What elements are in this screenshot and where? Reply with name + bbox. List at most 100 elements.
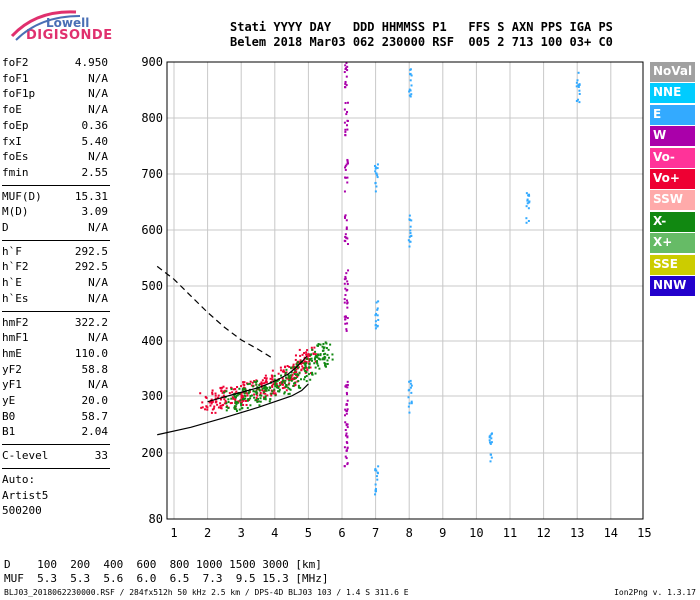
y-tick-label: 400 xyxy=(141,334,163,348)
echo-point xyxy=(287,376,290,379)
echo-point xyxy=(305,371,308,374)
echo-point xyxy=(288,379,291,382)
echo-point xyxy=(263,377,266,380)
echo-point xyxy=(249,404,252,407)
echo-point xyxy=(576,79,579,82)
echo-point xyxy=(303,361,306,364)
echo-point xyxy=(310,357,313,360)
echo-point xyxy=(240,399,243,402)
echo-point xyxy=(288,387,291,390)
echo-point xyxy=(248,382,251,385)
echo-point xyxy=(346,399,349,402)
x-tick-label: 14 xyxy=(604,526,618,540)
echo-point xyxy=(345,384,348,387)
echo-point xyxy=(345,432,348,435)
param-row-hme: hmE 110.0 xyxy=(2,347,108,361)
legend-item-vo-: Vo+ xyxy=(650,168,695,189)
echo-point xyxy=(323,355,326,358)
echo-point xyxy=(314,355,317,358)
echo-point xyxy=(264,396,267,399)
ionogram-plot: 1 2 3 4 5 6 7 8 9 10 11 12 13 14 158020030040050060070… xyxy=(141,55,651,540)
echo-point xyxy=(375,475,378,478)
echo-point xyxy=(313,346,316,349)
echo-point xyxy=(255,387,258,390)
echo-point xyxy=(263,386,266,389)
echo-point xyxy=(343,298,346,301)
param-value: 2.55 xyxy=(81,165,109,179)
echo-point xyxy=(253,396,256,399)
echo-point xyxy=(285,389,288,392)
echo-point xyxy=(345,403,348,406)
echo-point xyxy=(488,436,491,439)
echo-point xyxy=(242,387,245,390)
echo-point xyxy=(323,361,326,364)
echo-point xyxy=(230,401,233,404)
param-row-fof2: foF2 4.950 xyxy=(2,56,108,70)
echo-point xyxy=(264,398,267,401)
echo-point xyxy=(343,108,346,111)
echo-point xyxy=(265,389,268,392)
echo-point xyxy=(233,407,236,410)
echo-point xyxy=(578,83,581,86)
echo-point xyxy=(255,397,258,400)
param-value: N/A xyxy=(88,276,108,290)
echo-point xyxy=(311,373,314,376)
echo-point xyxy=(578,101,581,104)
echo-point xyxy=(575,99,578,102)
auto-line: 500200 xyxy=(2,504,42,518)
echo-point xyxy=(264,380,267,383)
param-row-fof1p: foF1p N/A xyxy=(2,87,108,101)
echo-point xyxy=(256,400,259,403)
echo-point xyxy=(287,378,290,381)
echo-point xyxy=(345,62,348,64)
echo-point xyxy=(491,432,494,435)
echo-point xyxy=(300,368,303,371)
echo-point xyxy=(255,381,258,384)
echo-point xyxy=(346,393,349,396)
echo-point xyxy=(242,386,245,389)
echo-point xyxy=(228,392,231,395)
param-row-clevel: C-level 33 xyxy=(2,449,108,463)
echo-point xyxy=(291,373,294,376)
echo-point xyxy=(304,369,307,372)
legend-item-noval: NoVal xyxy=(650,62,695,82)
echo-point xyxy=(240,402,243,405)
x-tick-label: 9 xyxy=(439,526,446,540)
echo-point xyxy=(376,314,379,317)
echo-point xyxy=(374,469,377,472)
echo-point xyxy=(293,373,296,376)
echo-point xyxy=(327,356,330,359)
x-tick-label: 8 xyxy=(406,526,413,540)
echo-point xyxy=(346,383,349,386)
param-row-hf: h`F 292.5 xyxy=(2,245,108,259)
echo-point xyxy=(407,239,410,242)
echo-point xyxy=(217,394,220,397)
echo-point xyxy=(205,396,208,399)
echo-point xyxy=(410,384,413,387)
echo-point xyxy=(301,365,304,368)
echo-point xyxy=(303,368,306,371)
echo-point xyxy=(346,159,349,162)
param-value: 3.09 xyxy=(81,205,109,219)
echo-point xyxy=(300,378,303,381)
echo-point xyxy=(409,89,412,92)
file-info: BLJ03_2018062230000.RSF / 284fx512h 50 k… xyxy=(4,588,409,597)
echo-point xyxy=(344,315,347,318)
echo-point xyxy=(375,301,378,304)
echo-point xyxy=(315,361,318,364)
echo-point xyxy=(408,235,411,238)
echo-point xyxy=(253,393,256,396)
y-tick-label: 600 xyxy=(141,223,163,237)
echo-point xyxy=(210,398,213,401)
echo-point xyxy=(210,411,213,414)
echo-point xyxy=(243,392,246,395)
echo-point xyxy=(490,441,493,444)
param-row-fof1: foF1 N/A xyxy=(2,72,108,86)
echo-point xyxy=(225,401,228,404)
echo-point xyxy=(264,374,267,377)
echo-point xyxy=(376,325,379,328)
legend-item-sse: SSE xyxy=(650,254,695,275)
echo-point xyxy=(346,435,349,438)
echo-point xyxy=(307,373,310,376)
legend-item-nnw: NNW xyxy=(650,275,695,296)
